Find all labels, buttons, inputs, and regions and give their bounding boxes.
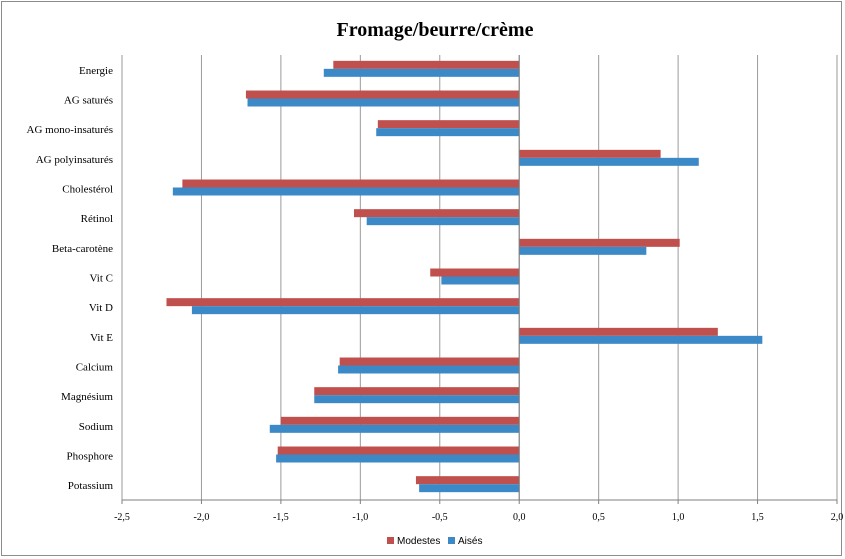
bars — [166, 60, 763, 493]
bar-aises — [269, 424, 520, 433]
bar-aises — [441, 276, 520, 285]
bar-modestes — [415, 476, 520, 485]
bar-aises — [314, 395, 520, 404]
bar-modestes — [245, 90, 520, 99]
category-label: AG polyinsaturés — [36, 154, 113, 166]
x-tick-label: -2,0 — [194, 512, 210, 523]
legend-swatch-modestes — [387, 537, 394, 544]
bar-aises — [247, 98, 520, 107]
bar-aises — [519, 335, 763, 344]
category-label: Phosphore — [67, 451, 114, 463]
bar-modestes — [519, 238, 680, 247]
category-label: Sodium — [79, 421, 114, 433]
legend-label-aises: Aisés — [458, 536, 482, 547]
category-label: Cholestérol — [62, 184, 113, 196]
bar-modestes — [280, 416, 520, 425]
category-label: Vit E — [90, 332, 113, 344]
bar-modestes — [519, 327, 718, 336]
bar-modestes — [519, 149, 661, 158]
category-label: Magnésium — [61, 391, 113, 403]
category-label: Vit C — [90, 273, 113, 285]
x-tick-label: 1,5 — [751, 512, 764, 523]
x-tick-label: -1,5 — [273, 512, 289, 523]
bar-aises — [376, 128, 520, 137]
category-label: AG mono-insaturés — [27, 124, 113, 136]
bar-modestes — [339, 357, 520, 366]
x-tick-label: -0,5 — [432, 512, 448, 523]
x-tick-label: -1,0 — [352, 512, 368, 523]
bar-aises — [191, 306, 520, 315]
bar-modestes — [333, 60, 520, 69]
legend-label-modestes: Modestes — [397, 536, 440, 547]
category-label: AG saturés — [64, 95, 113, 107]
bar-aises — [419, 484, 520, 493]
bar-modestes — [166, 298, 520, 307]
axes — [121, 55, 838, 504]
x-tick-label: 1,0 — [672, 512, 685, 523]
category-label: Rétinol — [81, 213, 113, 225]
bar-aises — [519, 246, 647, 255]
bar-aises — [519, 157, 699, 166]
bar-modestes — [377, 120, 520, 129]
legend-swatch-aises — [448, 537, 455, 544]
bar-aises — [338, 365, 520, 374]
category-label: Potassium — [68, 480, 114, 492]
bar-modestes — [430, 268, 520, 277]
bar-modestes — [353, 209, 520, 218]
category-label: Energie — [79, 65, 113, 77]
x-tick-label: 2,0 — [831, 512, 844, 523]
category-label: Calcium — [76, 362, 114, 374]
category-label: Vit D — [89, 302, 113, 314]
bar-aises — [172, 187, 520, 196]
x-tick-labels: -2,5 -2,0 -1,5 -1,0 -0,5 0,0 0,5 1,0 1,5 2,0 — [114, 512, 843, 523]
bar-aises — [323, 68, 520, 77]
bar-modestes — [314, 387, 520, 396]
x-tick-label: 0,0 — [513, 512, 526, 523]
bar-modestes — [182, 179, 520, 188]
category-labels: Energie AG saturés AG mono-insaturés AG pol… — [27, 65, 114, 492]
bar-aises — [276, 454, 520, 463]
legend: Modestes Aisés — [387, 536, 482, 547]
bar-aises — [366, 217, 520, 226]
x-tick-label: 0,5 — [592, 512, 605, 523]
category-label: Beta-carotène — [52, 243, 113, 255]
bar-modestes — [277, 446, 520, 455]
x-tick-label: -2,5 — [114, 512, 130, 523]
chart-title: Fromage/beurre/crème — [337, 19, 534, 41]
